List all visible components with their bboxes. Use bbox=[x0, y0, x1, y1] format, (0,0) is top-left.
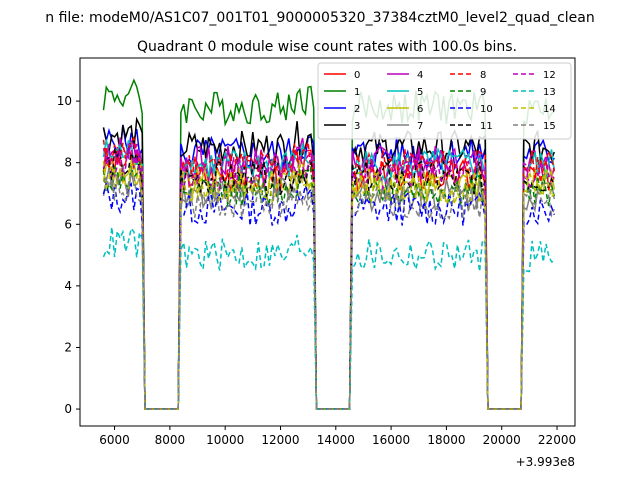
legend-label-1: 1 bbox=[354, 87, 360, 98]
legend-label-4: 4 bbox=[417, 70, 423, 81]
plot-frame bbox=[79, 57, 576, 427]
legend-label-14: 14 bbox=[543, 104, 556, 115]
series-line-15 bbox=[102, 173, 555, 410]
x-tick-label: 18000 bbox=[427, 433, 465, 447]
x-offset-label: +3.993e8 bbox=[516, 455, 575, 469]
y-axis: 0 2 4 6 8 10 bbox=[57, 94, 80, 416]
x-tick-label: 8000 bbox=[155, 433, 186, 447]
legend-label-0: 0 bbox=[354, 70, 360, 81]
legend-label-9: 9 bbox=[480, 87, 486, 98]
legend-label-10: 10 bbox=[480, 104, 493, 115]
legend-label-5: 5 bbox=[417, 87, 423, 98]
x-tick-label: 16000 bbox=[372, 433, 410, 447]
x-tick-label: 22000 bbox=[538, 433, 576, 447]
x-tick-label: 20000 bbox=[483, 433, 521, 447]
legend-box bbox=[317, 62, 572, 140]
y-tick-label: 4 bbox=[64, 279, 72, 293]
legend-label-12: 12 bbox=[543, 70, 556, 81]
y-tick-label: 6 bbox=[64, 217, 72, 231]
legend-label-3: 3 bbox=[354, 121, 360, 132]
x-axis: 6000 8000 10000 12000 14000 16000 18000 20000 22… bbox=[99, 426, 576, 447]
x-tick-label: 14000 bbox=[317, 433, 355, 447]
legend-label-15: 15 bbox=[543, 121, 556, 132]
y-tick-label: 8 bbox=[64, 156, 72, 170]
legend-label-6: 6 bbox=[417, 104, 423, 115]
x-tick-label: 12000 bbox=[261, 433, 299, 447]
x-tick-label: 6000 bbox=[99, 433, 130, 447]
series-layer bbox=[102, 78, 556, 410]
y-tick-label: 10 bbox=[57, 94, 72, 108]
legend-label-11: 11 bbox=[480, 121, 493, 132]
legend-label-2: 2 bbox=[354, 104, 360, 115]
y-tick-label: 0 bbox=[64, 402, 72, 416]
x-tick-label: 10000 bbox=[206, 433, 244, 447]
legend-label-7: 7 bbox=[417, 121, 423, 132]
y-tick-label: 2 bbox=[64, 340, 72, 354]
legend-label-8: 8 bbox=[480, 70, 486, 81]
legend-label-13: 13 bbox=[543, 87, 556, 98]
figure-suptitle: n file: modeM0/AS1C07_001T01_9000005320_… bbox=[45, 10, 594, 26]
chart-title: Quadrant 0 module wise count rates with … bbox=[137, 39, 517, 55]
